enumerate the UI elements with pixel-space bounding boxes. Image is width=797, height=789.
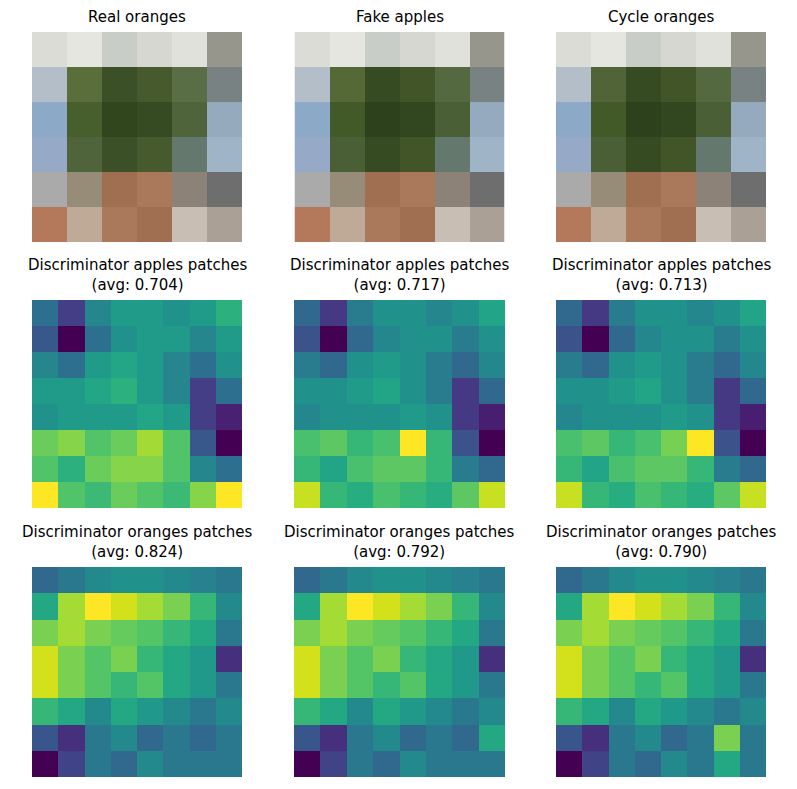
svg-text:Discriminator apples patches(a: Discriminator apples patches(avg: 0.713) xyxy=(552,256,771,294)
svg-text:Cycle oranges: Cycle oranges xyxy=(608,8,715,26)
svg-text:Discriminator oranges patches(: Discriminator oranges patches(avg: 0.824… xyxy=(22,523,253,561)
svg-text:Discriminator apples patches(a: Discriminator apples patches(avg: 0.704) xyxy=(28,256,247,294)
svg-text:Fake apples: Fake apples xyxy=(356,8,444,26)
svg-text:Real oranges: Real oranges xyxy=(88,8,186,26)
svg-text:Discriminator oranges patches(: Discriminator oranges patches(avg: 0.792… xyxy=(284,523,515,561)
svg-text:Discriminator apples patches(a: Discriminator apples patches(avg: 0.717) xyxy=(290,256,509,294)
svg-text:Discriminator oranges patches(: Discriminator oranges patches(avg: 0.790… xyxy=(546,523,777,561)
